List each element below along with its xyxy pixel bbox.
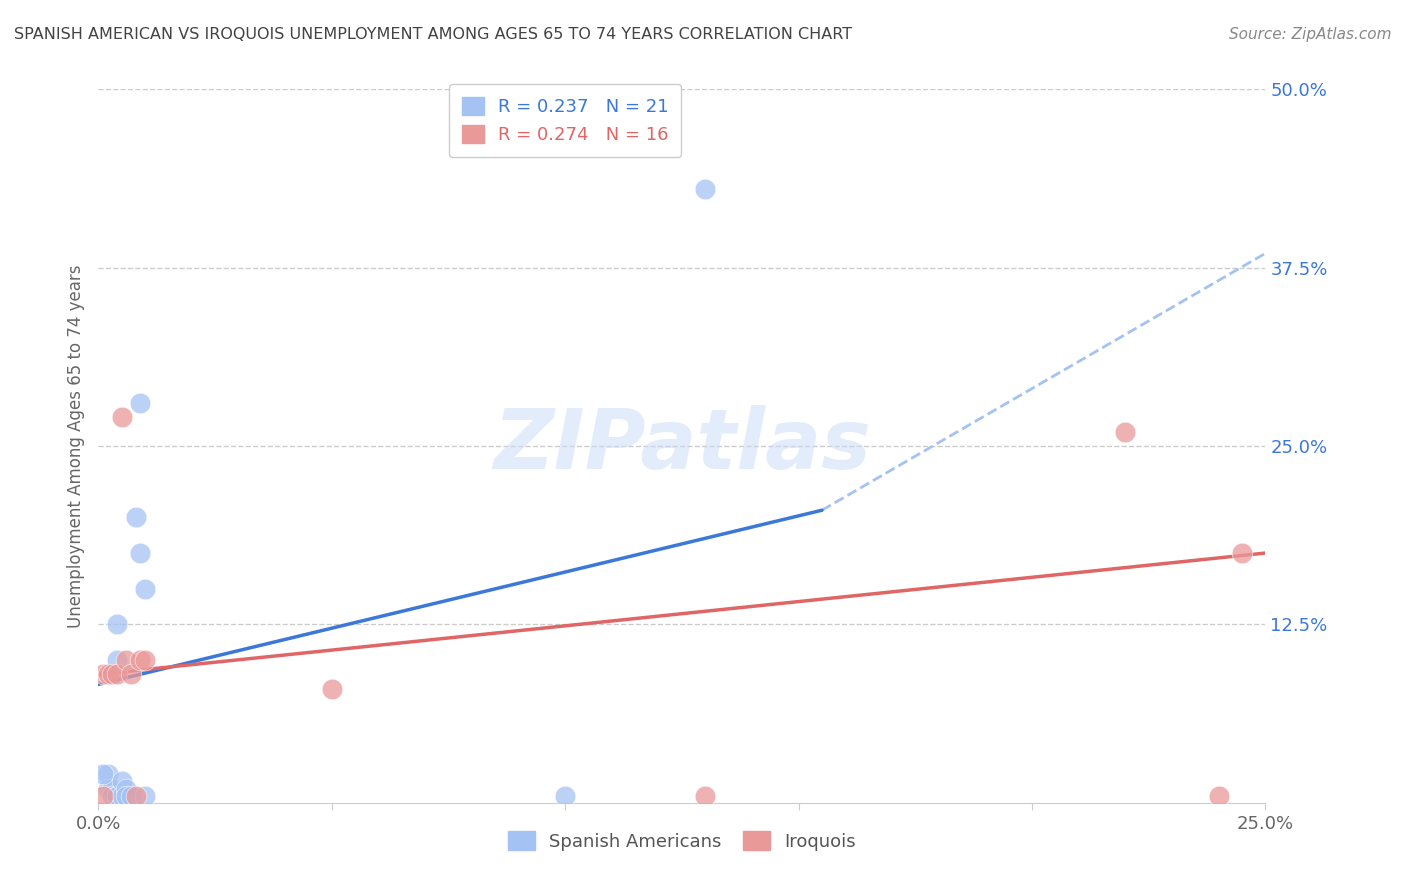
Point — [111, 774, 134, 789]
Text: Source: ZipAtlas.com: Source: ZipAtlas.com — [1229, 27, 1392, 42]
Point — [1230, 546, 1253, 560]
Point — [115, 789, 138, 803]
Point — [134, 582, 156, 596]
Point — [129, 546, 152, 560]
Y-axis label: Unemployment Among Ages 65 to 74 years: Unemployment Among Ages 65 to 74 years — [66, 264, 84, 628]
Point — [105, 667, 128, 681]
Point — [91, 789, 114, 803]
Point — [695, 789, 717, 803]
Point — [101, 789, 124, 803]
Point — [125, 789, 148, 803]
Point — [111, 410, 134, 425]
Point — [695, 182, 717, 196]
Text: ZIPatlas: ZIPatlas — [494, 406, 870, 486]
Point — [105, 789, 128, 803]
Point — [120, 789, 142, 803]
Point — [115, 781, 138, 796]
Point — [101, 781, 124, 796]
Point — [105, 653, 128, 667]
Point — [129, 396, 152, 410]
Point — [321, 681, 343, 696]
Text: SPANISH AMERICAN VS IROQUOIS UNEMPLOYMENT AMONG AGES 65 TO 74 YEARS CORRELATION : SPANISH AMERICAN VS IROQUOIS UNEMPLOYMEN… — [14, 27, 852, 42]
Point — [105, 617, 128, 632]
Point — [97, 767, 120, 781]
Point — [105, 789, 128, 803]
Point — [101, 667, 124, 681]
Point — [129, 653, 152, 667]
Point — [97, 781, 120, 796]
Point — [97, 667, 120, 681]
Point — [125, 510, 148, 524]
Point — [111, 789, 134, 803]
Point — [120, 667, 142, 681]
Point — [134, 653, 156, 667]
Point — [1114, 425, 1136, 439]
Point — [91, 767, 114, 781]
Point — [91, 667, 114, 681]
Point — [1208, 789, 1230, 803]
Point — [134, 789, 156, 803]
Legend: Spanish Americans, Iroquois: Spanish Americans, Iroquois — [501, 824, 863, 858]
Point — [115, 653, 138, 667]
Point — [554, 789, 576, 803]
